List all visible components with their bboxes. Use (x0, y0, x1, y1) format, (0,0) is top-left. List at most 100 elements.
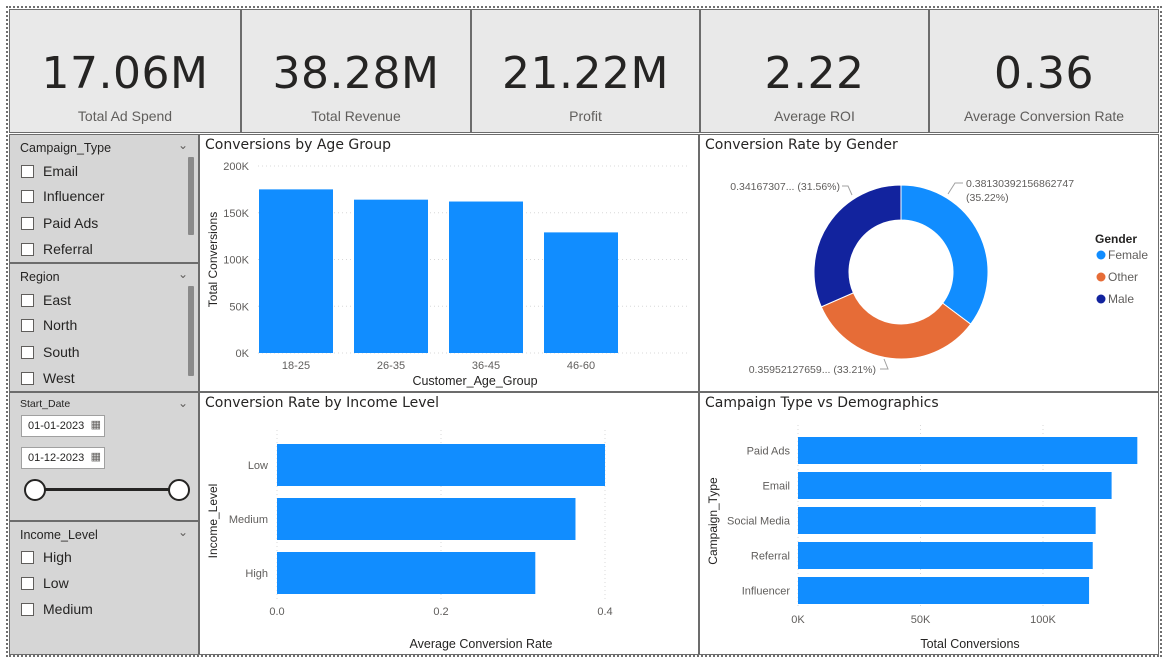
kpi-card-profit[interactable]: 21.22M Profit (471, 9, 700, 133)
x-axis-label: Total Conversions (920, 637, 1019, 651)
x-axis-label: Average Conversion Rate (410, 637, 553, 651)
legend-label: Other (1108, 270, 1138, 284)
data-label: 0.38130392156862747 (966, 178, 1074, 190)
chart-panel-age[interactable]: Conversions by Age Group 0K 50K 100K 150K 20… (199, 134, 699, 392)
leader-line (947, 182, 963, 195)
option-label: Referral (43, 241, 93, 257)
legend-marker (1096, 250, 1106, 260)
slicer-start-date: Start_Date ⌄ 01-01-2023 ▦ 01-12-2023 ▦ (9, 392, 199, 521)
option-label: Influencer (43, 188, 105, 204)
calendar-icon[interactable]: ▦ (90, 451, 101, 463)
option-label: Email (43, 163, 79, 179)
bar (798, 437, 1138, 464)
start-date-from-input[interactable]: 01-01-2023 ▦ (21, 415, 105, 437)
x-tick-label: 0.2 (433, 606, 448, 618)
x-tick-label: 36-45 (472, 360, 500, 372)
option-label: North (43, 317, 78, 333)
legend-title: Gender (1095, 232, 1137, 246)
date-value: 01-01-2023 (28, 420, 85, 432)
kpi-card-total-ad-spend[interactable]: 17.06M Total Ad Spend (9, 9, 241, 133)
slicer-option-south[interactable]: South (21, 342, 80, 362)
chart-panel-campaign[interactable]: Campaign Type vs Demographics 0K 50K 100K P… (699, 392, 1159, 655)
kpi-card-total-revenue[interactable]: 38.28M Total Revenue (241, 9, 471, 133)
kpi-label: Total Ad Spend (77, 108, 173, 124)
conversion-rate-by-gender-chart: 0.38130392156862747 (35.22%) 0.34167307...… (730, 178, 1148, 376)
chevron-down-icon[interactable]: ⌄ (177, 267, 188, 281)
report-canvas (6, 6, 1162, 657)
chevron-down-icon[interactable]: ⌄ (177, 525, 188, 539)
kpi-label: Profit (569, 108, 602, 124)
slider-handle-end[interactable] (168, 479, 190, 501)
checkbox[interactable] (21, 216, 34, 230)
y-tick-label: Influencer (742, 586, 791, 598)
y-axis-label: Campaign_Type (706, 477, 720, 565)
legend-marker (1096, 272, 1106, 282)
y-axis-label: Total Conversions (206, 212, 220, 307)
x-tick-label: 46-60 (567, 360, 595, 372)
slider-handle-start[interactable] (24, 479, 46, 501)
checkbox[interactable] (21, 345, 34, 359)
chart-title: Campaign Type vs Demographics (705, 395, 939, 411)
option-label: Medium (43, 601, 93, 617)
conversion-rate-by-income-chart: 0.0 0.2 0.4 Low Medium High Average Conversion… (206, 430, 613, 651)
chevron-down-icon[interactable]: ⌄ (177, 396, 188, 410)
donut-slice (820, 292, 972, 360)
checkbox[interactable] (21, 242, 34, 256)
chart-panel-gender[interactable]: Conversion Rate by Gender 0.381303921568… (699, 134, 1159, 392)
y-tick-label: 200K (223, 161, 249, 173)
slicer-option-west[interactable]: West (21, 368, 75, 388)
data-label: 0.34167307... (31.56%) (730, 181, 840, 193)
slicer-option-north[interactable]: North (21, 315, 77, 335)
date-range-slider[interactable] (24, 479, 190, 501)
start-date-to-input[interactable]: 01-12-2023 ▦ (21, 447, 105, 469)
slicer-option-medium[interactable]: Medium (21, 599, 93, 619)
date-value: 01-12-2023 (28, 452, 85, 464)
slicer-scrollbar[interactable] (188, 157, 194, 235)
kpi-card-average-conversion-rate[interactable]: 0.36 Average Conversion Rate (929, 9, 1159, 133)
x-tick-label: 26-35 (377, 360, 405, 372)
slicer-option-east[interactable]: East (21, 290, 71, 310)
y-axis-label: Income_Level (206, 484, 220, 559)
slicer-scrollbar[interactable] (188, 286, 194, 376)
y-tick-label: Low (248, 460, 268, 472)
option-label: West (43, 370, 75, 386)
slicer-option-low[interactable]: Low (21, 573, 69, 593)
data-label: (35.22%) (966, 192, 1009, 204)
checkbox[interactable] (21, 293, 34, 307)
x-tick-label: 100K (1030, 614, 1056, 626)
checkbox[interactable] (21, 189, 34, 203)
checkbox[interactable] (21, 576, 34, 590)
checkbox[interactable] (21, 602, 34, 616)
checkbox[interactable] (21, 164, 34, 178)
slicer-option-email[interactable]: Email (21, 161, 78, 181)
kpi-label: Average Conversion Rate (963, 108, 1125, 124)
kpi-value: 17.06M (41, 48, 209, 99)
option-label: Paid Ads (43, 215, 99, 231)
slicer-campaign-type: Campaign_Type ⌄ Email Influencer Paid Ad… (9, 134, 199, 263)
kpi-card-average-roi[interactable]: 2.22 Average ROI (700, 9, 929, 133)
slicer-option-paid-ads[interactable]: Paid Ads (21, 213, 98, 233)
checkbox[interactable] (21, 550, 34, 564)
chevron-down-icon[interactable]: ⌄ (177, 138, 188, 152)
checkbox[interactable] (21, 371, 34, 385)
y-tick-label: Medium (229, 514, 268, 526)
slicer-option-influencer[interactable]: Influencer (21, 186, 104, 206)
y-tick-label: 100K (223, 255, 249, 267)
chart-title: Conversions by Age Group (205, 137, 392, 153)
y-tick-label: High (245, 568, 268, 580)
slider-track (34, 488, 180, 491)
y-tick-label: Referral (751, 551, 790, 563)
legend-marker (1096, 294, 1106, 304)
bar (798, 507, 1096, 534)
slicer-option-high[interactable]: High (21, 547, 72, 567)
kpi-label: Total Revenue (311, 108, 401, 124)
slicer-title: Region (20, 270, 60, 284)
y-tick-label: 150K (223, 208, 249, 220)
donut-slice (900, 184, 989, 325)
checkbox[interactable] (21, 318, 34, 332)
slicer-option-referral[interactable]: Referral (21, 239, 93, 259)
slicer-title: Income_Level (20, 528, 98, 542)
calendar-icon[interactable]: ▦ (90, 419, 101, 431)
chart-panel-income[interactable]: Conversion Rate by Income Level 0.0 0.2 0.… (199, 392, 699, 655)
bar (798, 472, 1112, 499)
